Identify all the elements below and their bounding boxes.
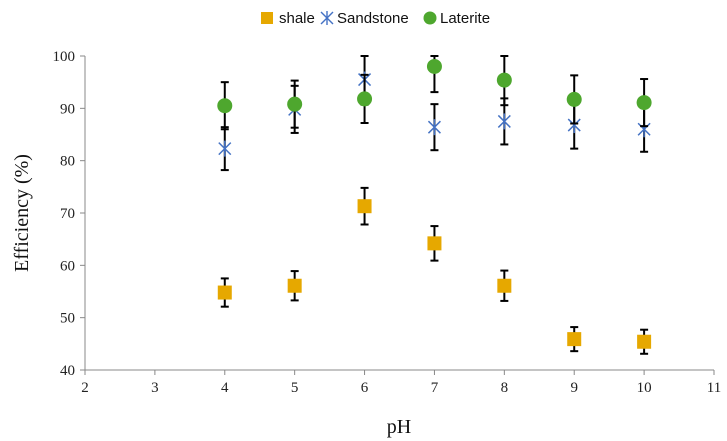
x-tick-label: 10 (637, 380, 652, 396)
x-ticks: 2 3 4 5 6 7 8 9 10 11 (81, 370, 721, 396)
legend-label-sandstone: Sandstone (337, 10, 409, 27)
x-tick-label: 11 (707, 380, 721, 396)
x-tick-label: 6 (361, 380, 369, 396)
legend-marker-laterite (423, 11, 437, 25)
data-point-shale (427, 236, 442, 251)
data-point-laterite (496, 72, 512, 88)
legend-marker-sandstone (320, 11, 334, 25)
data-point-laterite (287, 96, 303, 112)
data-point-laterite (426, 58, 442, 74)
y-tick-label: 90 (60, 101, 75, 117)
legend-label-laterite: Laterite (440, 10, 490, 27)
data-point-shale (287, 278, 302, 293)
x-tick-label: 3 (151, 380, 159, 396)
x-tick-label: 8 (501, 380, 509, 396)
x-tick-label: 4 (221, 380, 229, 396)
legend-marker-shale (261, 12, 273, 24)
x-tick-label: 5 (291, 380, 299, 396)
y-axis-title: Efficiency (%) (11, 154, 33, 272)
y-tick-label: 60 (60, 258, 75, 274)
legend-label-shale: shale (279, 10, 315, 27)
series-laterite (217, 55, 652, 131)
data-point-sandstone (218, 140, 232, 157)
data-point-laterite (357, 91, 373, 107)
data-point-laterite (217, 98, 233, 114)
x-tick-label: 9 (570, 380, 578, 396)
axes: 2 3 4 5 6 7 8 9 10 11 40 50 60 70 80 90 100 (53, 49, 722, 396)
data-point-shale (567, 332, 582, 347)
y-tick-label: 80 (60, 154, 75, 170)
x-axis-title: pH (387, 416, 411, 438)
legend: shale Sandstone Laterite (261, 10, 490, 27)
x-tick-label: 2 (81, 380, 89, 396)
y-tick-label: 70 (60, 206, 75, 222)
data-point-shale (217, 285, 232, 300)
data-point-sandstone (497, 113, 511, 130)
data-point-sandstone (427, 119, 441, 136)
x-tick-label: 7 (431, 380, 439, 396)
y-tick-label: 40 (60, 363, 75, 379)
y-tick-label: 100 (53, 49, 76, 65)
data-point-laterite (566, 91, 582, 107)
y-tick-label: 50 (60, 311, 75, 327)
series-shale (217, 186, 652, 355)
data-point-shale (357, 199, 372, 214)
data-point-laterite (636, 95, 652, 111)
data-point-shale (497, 278, 512, 293)
data-point-shale (637, 334, 652, 349)
y-ticks: 40 50 60 70 80 90 100 (53, 49, 85, 379)
plot-area (217, 55, 652, 355)
